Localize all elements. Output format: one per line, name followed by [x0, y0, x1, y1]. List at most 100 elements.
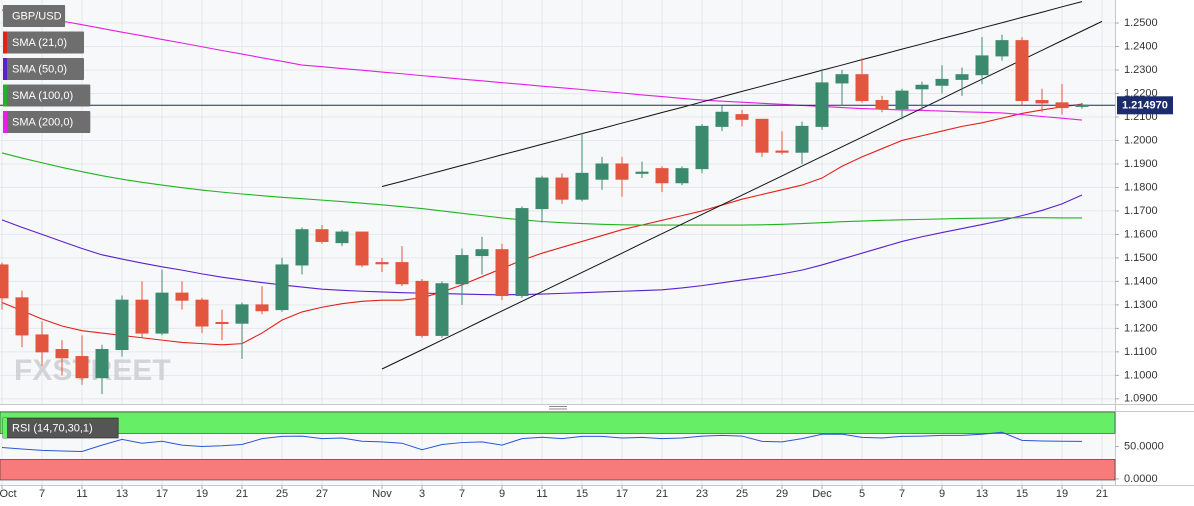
candle-body — [755, 118, 769, 153]
candle-body — [515, 208, 529, 296]
x-tick-label: 3 — [419, 488, 425, 500]
legend-swatch — [3, 111, 7, 133]
candle-body — [315, 229, 329, 242]
x-tick-label: 17 — [616, 488, 628, 500]
candle-body — [875, 100, 889, 110]
oversold-band — [0, 459, 1116, 481]
x-tick-label: 29 — [776, 488, 788, 500]
watermark: FXSTREET — [14, 354, 171, 387]
rsi-line — [1, 431, 1083, 453]
candle-body — [75, 356, 89, 379]
y-tick-label: 0.0000 — [1124, 473, 1158, 485]
candle-body — [895, 90, 909, 110]
x-tick-label: 13 — [976, 488, 988, 500]
x-tick-label: 13 — [116, 488, 128, 500]
y-tick-label: 1.2000 — [1124, 134, 1158, 146]
candle-body — [955, 74, 969, 80]
candle-body — [375, 262, 389, 265]
x-tick-label: 25 — [736, 488, 748, 500]
candle-body — [415, 280, 429, 336]
candle-body — [835, 74, 849, 84]
indicator-label: RSI (14,70,30,1) — [12, 422, 93, 434]
label-layer: Oct 7 11 13 17 19 21 25 27 Nov 3 7 9 11 15 17 21 23 25 29 De… — [0, 5, 1173, 500]
candle-body — [175, 292, 189, 301]
candle-body — [475, 249, 489, 257]
x-tick-label: 27 — [316, 488, 328, 500]
x-tick-label: 19 — [196, 488, 208, 500]
candle-body — [275, 264, 289, 311]
y-tick-label: 1.1000 — [1124, 369, 1158, 381]
candle-body — [35, 334, 49, 353]
candle-body — [615, 163, 629, 180]
y-tick-label: 50.0000 — [1124, 440, 1164, 452]
candle-body — [135, 299, 149, 334]
legend-label: GBP/USD — [12, 10, 62, 22]
band-layer — [0, 411, 1116, 481]
last-price-label: 1.214970 — [1122, 100, 1168, 112]
x-tick-label: 15 — [576, 488, 588, 500]
y-tick-label: 1.0900 — [1124, 393, 1158, 405]
x-tick-label: 7 — [39, 488, 45, 500]
last-price-box — [1117, 96, 1173, 115]
candle-body — [995, 40, 1009, 57]
legend-box — [3, 5, 66, 27]
candle-body — [295, 229, 309, 266]
candle-body — [15, 297, 29, 336]
candle-body — [855, 74, 869, 102]
candle-body — [355, 231, 369, 266]
candle-body — [1035, 100, 1049, 104]
y-tick-label: 1.2300 — [1124, 64, 1158, 76]
candle-body — [95, 349, 109, 379]
candle-body — [395, 262, 409, 285]
legend-label: SMA (200,0) — [12, 116, 73, 128]
legend-label: SMA (50,0) — [12, 63, 67, 75]
legend-box — [3, 58, 84, 80]
legend-label: SMA (21,0) — [12, 37, 67, 49]
legend-box — [3, 31, 84, 54]
candle-body — [675, 168, 689, 184]
y-tick-label: 1.1300 — [1124, 299, 1158, 311]
x-tick-label: 17 — [156, 488, 168, 500]
x-tick-label: 21 — [236, 488, 248, 500]
candle-body — [695, 125, 709, 170]
candle-body — [975, 55, 989, 76]
x-tick-label: 5 — [859, 488, 865, 500]
candle-body — [935, 78, 949, 86]
candle-body — [1015, 40, 1029, 102]
candle-body — [1055, 102, 1069, 109]
trend-line — [381, 1, 1083, 187]
candle-body — [195, 299, 209, 327]
y-tick-label: 1.1600 — [1124, 228, 1158, 240]
x-tick-label: 9 — [499, 488, 505, 500]
candle-body — [495, 249, 509, 296]
legend-swatch — [3, 58, 7, 80]
candle-body — [795, 125, 809, 153]
candle-body — [1075, 104, 1089, 107]
candle-body — [455, 255, 469, 285]
legend-box — [3, 84, 91, 107]
legend-label: SMA (100,0) — [12, 90, 73, 102]
x-tick-label: Oct — [0, 488, 17, 500]
x-tick-label: 7 — [459, 488, 465, 500]
candle-body — [115, 299, 129, 351]
y-tick-label: 1.1700 — [1124, 205, 1158, 217]
candle-body — [555, 177, 569, 200]
candle-body — [575, 172, 589, 200]
legend-box — [3, 111, 91, 133]
x-tick-label: 11 — [536, 488, 547, 500]
y-tick-label: 1.1500 — [1124, 252, 1158, 264]
candle-body — [595, 163, 609, 180]
candle-body — [155, 292, 169, 334]
candle-body — [215, 321, 229, 324]
x-tick-label: Nov — [372, 488, 392, 500]
sma-line — [1, 103, 1083, 346]
y-tick-label: 1.1800 — [1124, 181, 1158, 193]
candle-layer — [0, 34, 1089, 395]
indicator-swatch — [3, 418, 7, 438]
candle-body — [815, 82, 829, 127]
candle-body — [775, 150, 789, 153]
y-tick-label: 1.2500 — [1124, 17, 1158, 29]
y-tick-label: 1.1400 — [1124, 275, 1158, 287]
x-tick-label: 9 — [939, 488, 945, 500]
